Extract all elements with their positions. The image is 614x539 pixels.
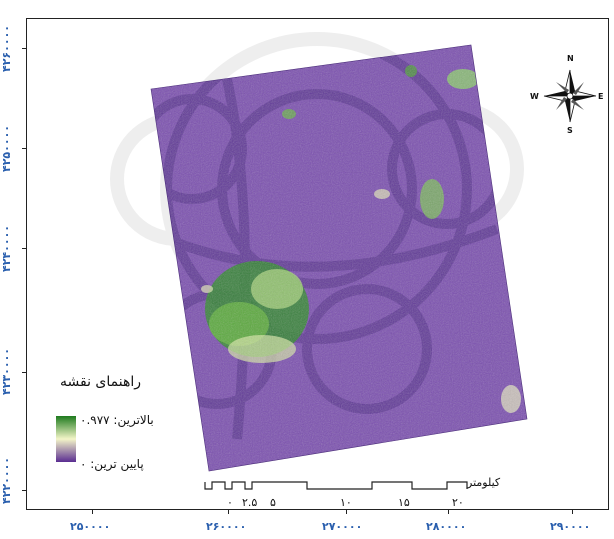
x-tick-label: ۲۵۰۰۰۰ [70, 520, 111, 533]
legend-high-label: بالاترین: ۰.۹۷۷ [80, 413, 154, 427]
y-tickmark [22, 148, 27, 149]
raster-outline [150, 44, 528, 472]
x-tick-label: ۲۸۰۰۰۰ [426, 520, 467, 533]
north-arrow-icon [543, 69, 597, 123]
scale-label: ۵ [270, 496, 276, 509]
legend-low-label: پایین ترین: ۰ [80, 457, 144, 471]
compass-n-label: N [567, 54, 574, 63]
scale-label: ۲۰ [452, 496, 464, 509]
y-tick-label: ۴۲۲۰۰۰۰ [0, 457, 13, 505]
x-tickmark [448, 509, 449, 514]
x-tickmark [228, 509, 229, 514]
compass-w-label: W [530, 92, 539, 101]
legend-title: راهنمای نقشه [60, 374, 141, 390]
y-tick-label: ۴۲۶۰۰۰۰ [0, 25, 13, 73]
y-tick-label: ۴۲۴۰۰۰۰ [0, 225, 13, 273]
y-tickmark [22, 48, 27, 49]
scale-label: ۰ [227, 496, 233, 509]
compass-e-label: E [598, 92, 604, 101]
scale-label: ۱۰ [340, 496, 352, 509]
y-tick-label: ۴۲۵۰۰۰۰ [0, 125, 13, 173]
map-canvas[interactable] [27, 19, 609, 510]
map-frame [26, 18, 609, 510]
raster-layer [151, 45, 527, 471]
x-tickmark [92, 509, 93, 514]
x-tickmark [346, 509, 347, 514]
legend-color-ramp [56, 416, 76, 462]
y-tickmark [22, 490, 27, 491]
scale-label: ۲.۵ [242, 496, 258, 509]
y-tickmark [22, 248, 27, 249]
x-tick-label: ۲۶۰۰۰۰ [206, 520, 247, 533]
scale-label: ۱۵ [398, 496, 410, 509]
x-tick-label: ۲۹۰۰۰۰ [550, 520, 591, 533]
scale-bar [204, 481, 468, 490]
compass-s-label: S [567, 126, 573, 135]
y-tickmark [22, 372, 27, 373]
x-tick-label: ۲۷۰۰۰۰ [322, 520, 363, 533]
scale-unit-label: کیلومتر [467, 476, 501, 489]
y-tick-label: ۴۲۳۰۰۰۰ [0, 348, 13, 396]
x-tickmark [572, 509, 573, 514]
